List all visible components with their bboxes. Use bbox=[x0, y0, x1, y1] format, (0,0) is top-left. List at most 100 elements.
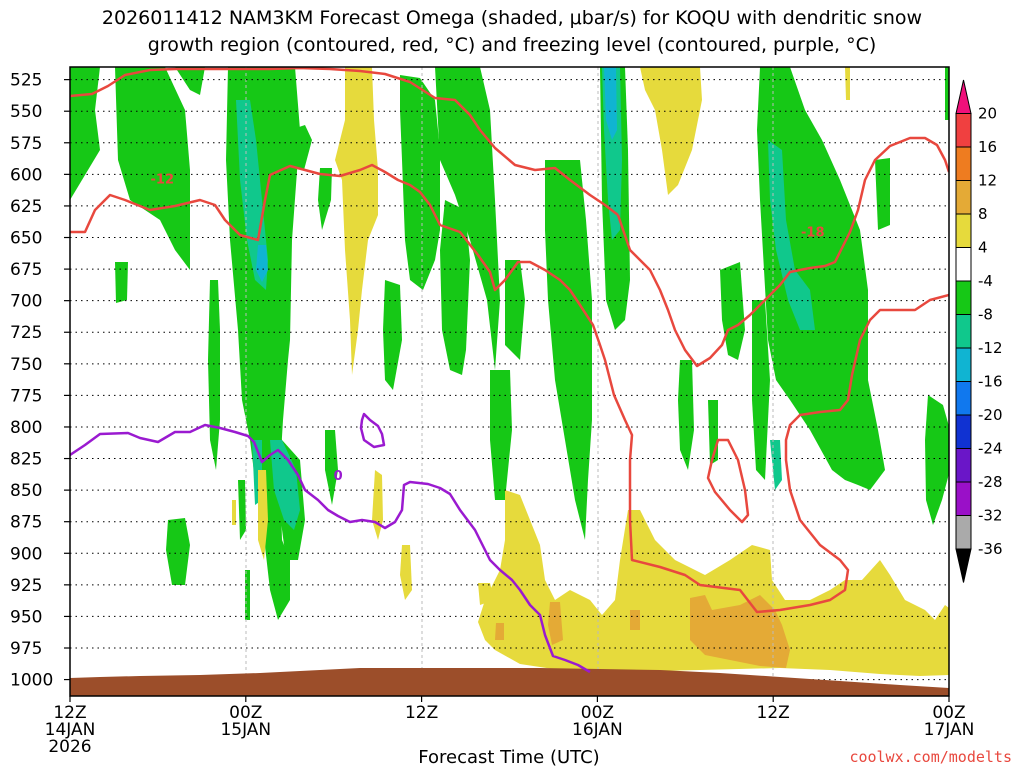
omega-green-patch bbox=[945, 67, 949, 120]
colorbar-label: -32 bbox=[978, 507, 1003, 525]
y-tick-label: 900 bbox=[10, 544, 42, 564]
plot-area: -12 -18 0 bbox=[70, 67, 949, 696]
y-tick-label: 975 bbox=[10, 639, 42, 659]
x-tick-label-date: 16JAN bbox=[572, 720, 623, 740]
colorbar-label: -24 bbox=[978, 440, 1003, 458]
x-tick-label-time: 12Z bbox=[53, 703, 86, 723]
omega-orange-patch bbox=[630, 610, 640, 630]
colorbar-segment bbox=[955, 146, 972, 181]
colorbar-segment bbox=[955, 515, 972, 550]
x-tick-label-year: 2026 bbox=[48, 737, 91, 757]
colorbar-segment bbox=[955, 280, 972, 315]
omega-yellow-patch bbox=[400, 545, 412, 600]
omega-yellow-patch bbox=[640, 67, 702, 195]
colorbar-segment bbox=[955, 414, 972, 449]
x-tick-label-time: 12Z bbox=[405, 703, 438, 723]
omega-green-patch bbox=[208, 280, 220, 470]
y-tick-label: 550 bbox=[10, 102, 42, 122]
colorbar-segment bbox=[955, 180, 972, 215]
colorbar-segment bbox=[955, 448, 972, 483]
omega-green-patch bbox=[440, 200, 470, 375]
chart-title-line-2: growth region (contoured, red, °C) and f… bbox=[148, 34, 877, 56]
omega-green-patch bbox=[545, 160, 592, 540]
omega-blue-patch bbox=[604, 67, 617, 140]
contour-label: 0 bbox=[334, 469, 343, 484]
y-tick-label: 750 bbox=[10, 355, 42, 375]
y-tick-label: 775 bbox=[10, 386, 42, 406]
colorbar-label: 8 bbox=[978, 205, 988, 223]
omega-green-patch bbox=[115, 67, 190, 270]
omega-green-patch bbox=[238, 480, 246, 540]
colorbar-bottom-arrow bbox=[955, 548, 972, 583]
omega-green-patch bbox=[166, 518, 190, 585]
dgz-minus-18-contour bbox=[616, 136, 949, 368]
omega-green-patch bbox=[752, 300, 770, 480]
colorbar-label: -28 bbox=[978, 473, 1003, 491]
colorbar-label: -4 bbox=[978, 272, 993, 290]
y-tick-label: 675 bbox=[10, 260, 42, 280]
freezing-level-closed-contour bbox=[359, 412, 386, 449]
omega-green-patch bbox=[875, 158, 890, 230]
y-tick-label: 800 bbox=[10, 418, 42, 438]
vertical-grid bbox=[245, 67, 774, 696]
y-axis-ticks: 525 550 575 600 625 650 675 700 725 750 775 800 825 8… bbox=[10, 71, 70, 691]
y-tick-label: 825 bbox=[10, 450, 42, 470]
plot-frame bbox=[69, 66, 950, 697]
y-tick-label: 600 bbox=[10, 165, 42, 185]
colorbar-label: -16 bbox=[978, 373, 1003, 391]
colorbar-top-arrow bbox=[955, 79, 972, 114]
omega-orange-patch bbox=[495, 623, 504, 640]
colorbar-segment bbox=[955, 213, 972, 248]
x-tick-label-date: 17JAN bbox=[924, 720, 975, 740]
colorbar-label: -20 bbox=[978, 406, 1003, 424]
y-tick-label: 1000 bbox=[10, 671, 53, 691]
x-tick-label-date: 14JAN bbox=[45, 720, 96, 740]
x-axis-label: Forecast Time (UTC) bbox=[418, 747, 599, 768]
omega-green-patch bbox=[175, 67, 205, 95]
omega-green-patch bbox=[115, 262, 128, 303]
y-tick-label: 850 bbox=[10, 481, 42, 501]
omega-yellow-patch bbox=[845, 67, 850, 100]
y-tick-label: 625 bbox=[10, 197, 42, 217]
freezing-level-contours bbox=[70, 412, 591, 674]
omega-orange-region bbox=[495, 595, 790, 668]
omega-green-patch bbox=[70, 67, 100, 200]
colorbar-label: 20 bbox=[978, 105, 997, 123]
omega-teal-patch bbox=[768, 140, 815, 330]
omega-green-patch bbox=[290, 125, 312, 170]
omega-green-patch bbox=[318, 168, 332, 230]
colorbar-label: 16 bbox=[978, 138, 997, 156]
omega-yellow-patch bbox=[478, 490, 949, 676]
colorbar-label: 4 bbox=[978, 239, 988, 257]
omega-green-patch bbox=[925, 395, 949, 525]
colorbar-label: -8 bbox=[978, 306, 993, 324]
omega-green-patch bbox=[383, 280, 402, 390]
omega-green-patch bbox=[400, 75, 440, 290]
y-tick-label: 650 bbox=[10, 229, 42, 249]
y-tick-label: 950 bbox=[10, 607, 42, 627]
omega-green-patch bbox=[325, 430, 338, 505]
contour-label: -12 bbox=[151, 172, 175, 187]
colorbar-segment bbox=[955, 314, 972, 349]
x-tick-label-time: 12Z bbox=[757, 703, 790, 723]
omega-yellow-patch bbox=[258, 470, 268, 560]
omega-yellow-region bbox=[232, 67, 949, 676]
omega-green-patch bbox=[678, 360, 694, 470]
omega-teal-patch bbox=[236, 100, 268, 290]
colorbar-segment bbox=[955, 247, 972, 282]
omega-teal-patch bbox=[270, 440, 300, 530]
omega-green-patch bbox=[505, 260, 525, 360]
colorbar-segment bbox=[955, 347, 972, 382]
contour-label: -18 bbox=[801, 225, 825, 240]
omega-orange-patch bbox=[548, 602, 563, 645]
y-tick-label: 700 bbox=[10, 292, 42, 312]
dgz-closed-contour bbox=[706, 438, 750, 524]
x-tick-label-time: 00Z bbox=[581, 703, 614, 723]
freezing-level-contour bbox=[70, 423, 591, 674]
y-tick-label: 925 bbox=[10, 576, 42, 596]
colorbar-segment bbox=[955, 381, 972, 416]
y-tick-label: 575 bbox=[10, 134, 42, 154]
dgz-upper-contour bbox=[70, 67, 619, 216]
